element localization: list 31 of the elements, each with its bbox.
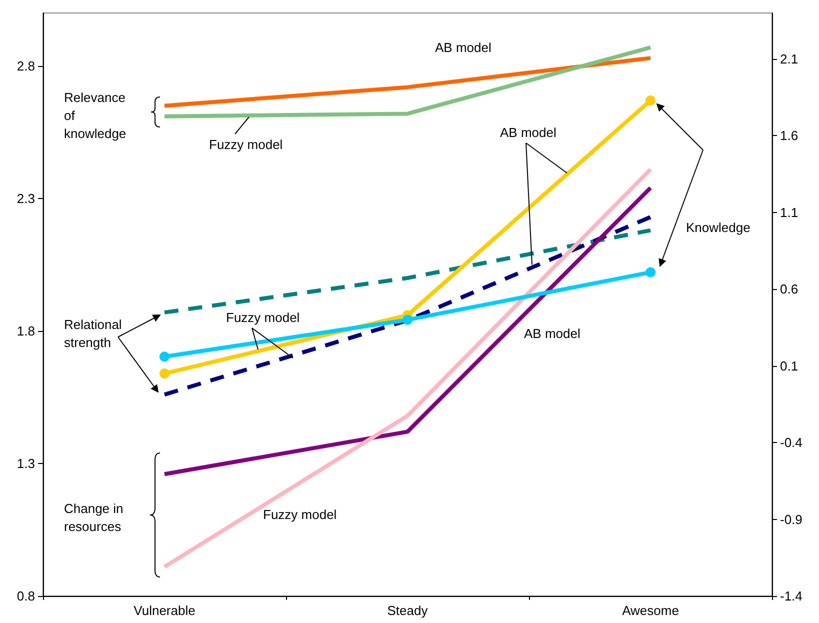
y-tick-label: 1.3	[16, 456, 35, 471]
y2-tick-label: -0.9	[780, 512, 802, 527]
x-tick-label: Steady	[387, 603, 428, 618]
point	[646, 267, 656, 278]
annotation: Fuzzy model	[226, 309, 300, 327]
y2-tick-label: -1.4	[780, 588, 802, 604]
y2-tick-label: 1.6	[780, 128, 798, 144]
y2-tick-label: 0.6	[780, 282, 798, 297]
x-tick-label: Vulnerable	[134, 603, 196, 618]
point	[402, 314, 412, 325]
y-tick-label: 2.3	[16, 191, 35, 206]
annotation: Knowledge	[686, 219, 752, 237]
y2-tick-label: 0.1	[780, 358, 798, 374]
y-tick-label: 1.8	[16, 324, 35, 338]
y2-tick-label: -0.4	[780, 435, 802, 450]
annotation: AB model	[435, 39, 492, 57]
point	[160, 352, 170, 362]
annotation: Fuzzy model	[263, 506, 337, 524]
y2-tick-label: 1.1	[780, 204, 798, 220]
annotation: AB model	[524, 325, 580, 343]
point	[160, 368, 170, 379]
x-tick-label: Awesome	[622, 603, 679, 618]
annotation: Fuzzy model	[209, 136, 283, 154]
y2-tick-label: 2.1	[780, 52, 798, 67]
annotation: AB model	[500, 124, 556, 142]
annotation: Relevance of knowledge	[64, 89, 128, 143]
point	[646, 95, 656, 106]
y-tick-label: 0.8	[16, 588, 35, 604]
annotation: Relational strength	[64, 316, 123, 352]
annotation: Change in resources	[64, 500, 124, 536]
y-tick-label: 2.8	[16, 58, 35, 74]
